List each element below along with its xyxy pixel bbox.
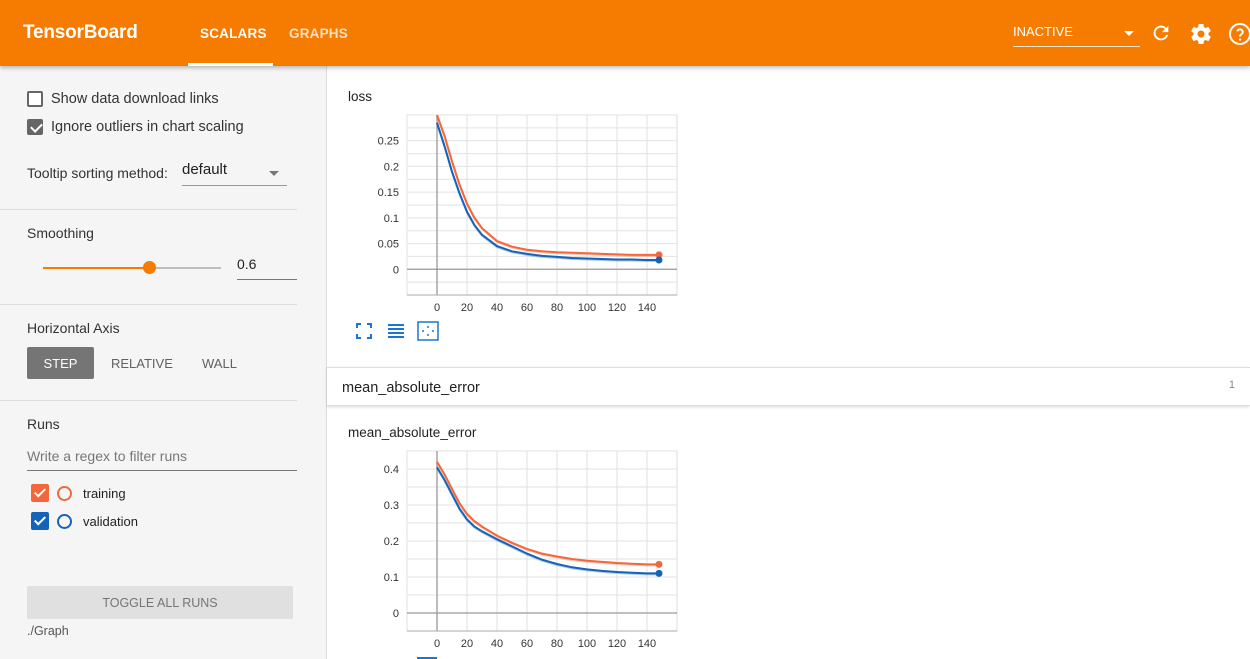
y-tick-label: 0.1 — [384, 213, 399, 225]
run-checkbox-validation[interactable] — [31, 512, 49, 530]
x-tick-label: 120 — [608, 638, 626, 650]
smoothing-value-input[interactable]: 0.6 — [237, 256, 297, 280]
series-raw-line-training — [436, 462, 659, 567]
app-title: TensorBoard — [23, 22, 138, 43]
x-tick-label: 60 — [521, 302, 533, 314]
x-tick-label: 60 — [521, 638, 533, 650]
series-end-point-validation[interactable] — [655, 569, 663, 577]
series-end-point-validation[interactable] — [655, 256, 663, 264]
tooltip-sort-label: Tooltip sorting method: — [27, 165, 168, 181]
series-end-point-training[interactable] — [655, 560, 663, 568]
series-raw-line-training — [436, 115, 659, 257]
divider — [0, 304, 297, 305]
sidebar: Show data download links Ignore outliers… — [0, 66, 327, 659]
smoothing-value: 0.6 — [237, 256, 257, 272]
mean-absolute-error-chart[interactable]: 0 20 40 60 80 100 120 140 0 0.1 0.2 0.3 0.4 — [367, 446, 687, 656]
x-tick-label: 100 — [578, 302, 596, 314]
card-header-mean-absolute-error[interactable]: mean_absolute_error 1 — [327, 367, 1250, 406]
series-line-validation[interactable] — [436, 122, 659, 261]
toggle-all-runs-button[interactable]: TOGGLE ALL RUNS — [27, 586, 293, 619]
y-tick-label: 0.2 — [384, 161, 399, 173]
reload-icon[interactable] — [1150, 22, 1172, 49]
show-download-links-checkbox[interactable]: Show data download links — [27, 91, 219, 107]
y-tick-label: 0.2 — [384, 536, 399, 548]
x-tick-label: 0 — [434, 638, 440, 650]
run-radio-validation[interactable] — [57, 513, 72, 529]
top-app-bar: TensorBoard SCALARS GRAPHS INACTIVE — [0, 0, 1250, 66]
y-tick-label: 0 — [393, 608, 399, 620]
x-tick-label: 40 — [491, 638, 503, 650]
chart-title-loss: loss — [348, 89, 373, 104]
card-count: 1 — [1228, 379, 1235, 391]
axis-step-button[interactable]: STEP — [27, 347, 94, 379]
chart-title-mean-absolute-error: mean_absolute_error — [348, 425, 477, 440]
smoothing-slider-knob[interactable] — [143, 261, 157, 274]
active-tab-indicator — [188, 63, 273, 66]
loss-chart[interactable]: 0 20 40 60 80 100 120 140 0 0.05 0.1 0.15 0.2 0.25 — [367, 110, 687, 320]
series-end-point-training[interactable] — [655, 251, 663, 259]
series-line-training[interactable] — [436, 114, 659, 256]
x-tick-label: 0 — [434, 302, 440, 314]
run-item-training[interactable]: training — [31, 484, 126, 502]
y-tick-label: 0.25 — [378, 136, 399, 148]
tooltip-sort-value: default — [182, 161, 228, 178]
x-tick-label: 140 — [638, 302, 656, 314]
main-content: loss 0 20 40 60 80 100 120 140 0 0.05 0.1 0.15 0.2 0.… — [327, 66, 1250, 659]
x-tick-label: 80 — [551, 638, 563, 650]
smoothing-label: Smoothing — [27, 225, 94, 241]
y-tick-label: 0.3 — [384, 500, 399, 512]
run-filter-placeholder: Write a regex to filter runs — [27, 448, 188, 464]
tab-graphs[interactable]: GRAPHS — [289, 26, 348, 41]
y-tick-label: 0.15 — [378, 187, 399, 199]
fit-domain-icon[interactable] — [417, 321, 439, 346]
y-tick-label: 0.4 — [384, 464, 399, 476]
fullscreen-icon[interactable] — [356, 323, 372, 344]
chevron-down-icon — [269, 171, 279, 176]
help-icon[interactable] — [1228, 22, 1250, 51]
ignore-outliers-checkbox[interactable]: Ignore outliers in chart scaling — [27, 119, 244, 135]
x-tick-label: 20 — [461, 302, 473, 314]
run-name-validation: validation — [83, 513, 138, 529]
ignore-outliers-label: Ignore outliers in chart scaling — [51, 119, 244, 135]
run-radio-training[interactable] — [57, 485, 72, 501]
run-status-dropdown[interactable]: INACTIVE — [1013, 24, 1140, 47]
checkbox-unchecked-icon[interactable] — [27, 91, 43, 107]
x-tick-label: 80 — [551, 302, 563, 314]
chart-toolbar-partial — [417, 657, 437, 659]
x-tick-label: 100 — [578, 638, 596, 650]
smoothing-slider-fill — [43, 267, 150, 269]
toggle-log-scale-icon[interactable] — [387, 323, 405, 344]
divider — [0, 400, 297, 401]
axis-relative-button[interactable]: RELATIVE — [111, 356, 173, 371]
horizontal-axis-label: Horizontal Axis — [27, 320, 120, 336]
run-checkbox-training[interactable] — [31, 484, 49, 502]
show-download-links-label: Show data download links — [51, 91, 219, 107]
axis-wall-button[interactable]: WALL — [202, 356, 237, 371]
divider — [0, 209, 297, 210]
run-name-training: training — [83, 485, 126, 501]
y-tick-label: 0 — [393, 264, 399, 276]
run-status-label: INACTIVE — [1013, 24, 1073, 39]
series-line-validation[interactable] — [436, 466, 659, 575]
x-tick-label: 40 — [491, 302, 503, 314]
settings-gear-icon[interactable] — [1189, 22, 1213, 51]
tooltip-sort-select[interactable]: default — [182, 161, 287, 186]
x-tick-label: 20 — [461, 638, 473, 650]
chevron-down-icon — [1124, 31, 1134, 36]
tab-scalars[interactable]: SCALARS — [200, 26, 267, 41]
x-tick-label: 120 — [608, 302, 626, 314]
y-tick-label: 0.1 — [384, 572, 399, 584]
x-tick-label: 140 — [638, 638, 656, 650]
run-filter-input[interactable]: Write a regex to filter runs — [27, 448, 297, 471]
series-line-training[interactable] — [436, 461, 659, 566]
run-item-validation[interactable]: validation — [31, 512, 138, 530]
y-tick-label: 0.05 — [378, 239, 399, 251]
checkbox-checked-icon[interactable] — [27, 119, 43, 135]
logdir-label: ./Graph — [27, 624, 69, 638]
card-title: mean_absolute_error — [342, 380, 480, 396]
runs-label: Runs — [27, 416, 60, 432]
